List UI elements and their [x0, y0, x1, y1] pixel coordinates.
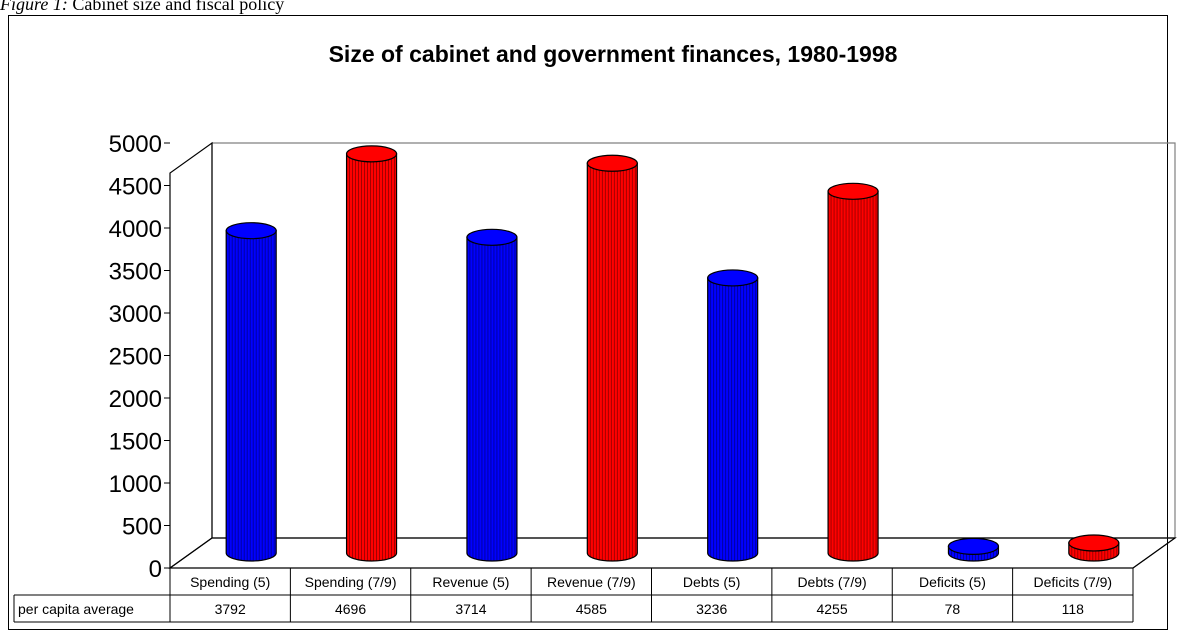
chart-frame	[8, 15, 1168, 630]
bar-top	[586, 154, 638, 172]
category-label: Spending (7/9)	[305, 574, 397, 590]
table-value: 4255	[816, 601, 847, 617]
figure-caption-text: Cabinet size and fiscal policy	[72, 0, 285, 14]
category-label: Debts (7/9)	[797, 574, 866, 590]
bar-body	[225, 230, 277, 562]
y-tick-label: 1500	[109, 429, 162, 456]
y-tick-label: 0	[149, 556, 162, 583]
bar[interactable]	[947, 537, 1000, 562]
table-value: 3714	[455, 601, 486, 617]
bar-top	[466, 228, 518, 246]
bar-top	[707, 269, 759, 287]
category-label: Revenue (7/9)	[547, 574, 636, 590]
category-label: Spending (5)	[190, 574, 270, 590]
bar[interactable]	[225, 222, 277, 562]
bar[interactable]	[827, 182, 879, 562]
category-label: Debts (5)	[683, 574, 741, 590]
side-wall	[169, 141, 213, 570]
bar-body	[586, 162, 638, 562]
category-label: Deficits (5)	[919, 574, 986, 590]
bar-top	[947, 537, 1000, 555]
floor	[168, 537, 1177, 569]
figure-label: Figure 1:	[0, 0, 68, 14]
y-tick-label: 3500	[109, 259, 162, 286]
bar[interactable]	[707, 269, 759, 562]
table-value: 4585	[576, 601, 607, 617]
bar-top	[1068, 534, 1120, 552]
bar[interactable]	[586, 154, 638, 562]
table-value: 3792	[215, 601, 246, 617]
bar-body	[827, 190, 879, 562]
y-tick-label: 1000	[109, 471, 162, 498]
y-tick-label: 2500	[109, 344, 162, 371]
y-tick-label: 500	[122, 514, 162, 541]
table-value: 78	[945, 601, 961, 617]
bar-top	[345, 145, 398, 163]
table-value: 118	[1062, 601, 1085, 617]
figure-caption: Figure 1: Cabinet size and fiscal policy	[0, 0, 284, 16]
bar[interactable]	[345, 145, 398, 562]
y-tick-label: 4500	[109, 174, 162, 201]
bar[interactable]	[1068, 534, 1120, 562]
table-rule	[1132, 537, 1176, 569]
y-tick-label: 2000	[109, 386, 162, 413]
category-label: Revenue (5)	[432, 574, 509, 590]
y-tick-label: 4000	[109, 216, 162, 243]
y-tick-label: 5000	[109, 131, 162, 158]
category-label: Deficits (7/9)	[1034, 574, 1113, 590]
bar-top	[225, 222, 277, 240]
table-value: 4696	[335, 601, 366, 617]
bar-top	[827, 182, 879, 200]
bar-body	[345, 153, 398, 562]
table-value: 3236	[696, 601, 727, 617]
table-row-label: per capita average	[18, 601, 134, 617]
chart-title: Size of cabinet and government finances,…	[329, 41, 898, 67]
bar-body	[466, 236, 518, 562]
bar-body	[707, 277, 759, 562]
y-tick-label: 3000	[109, 301, 162, 328]
bar[interactable]	[466, 228, 518, 562]
